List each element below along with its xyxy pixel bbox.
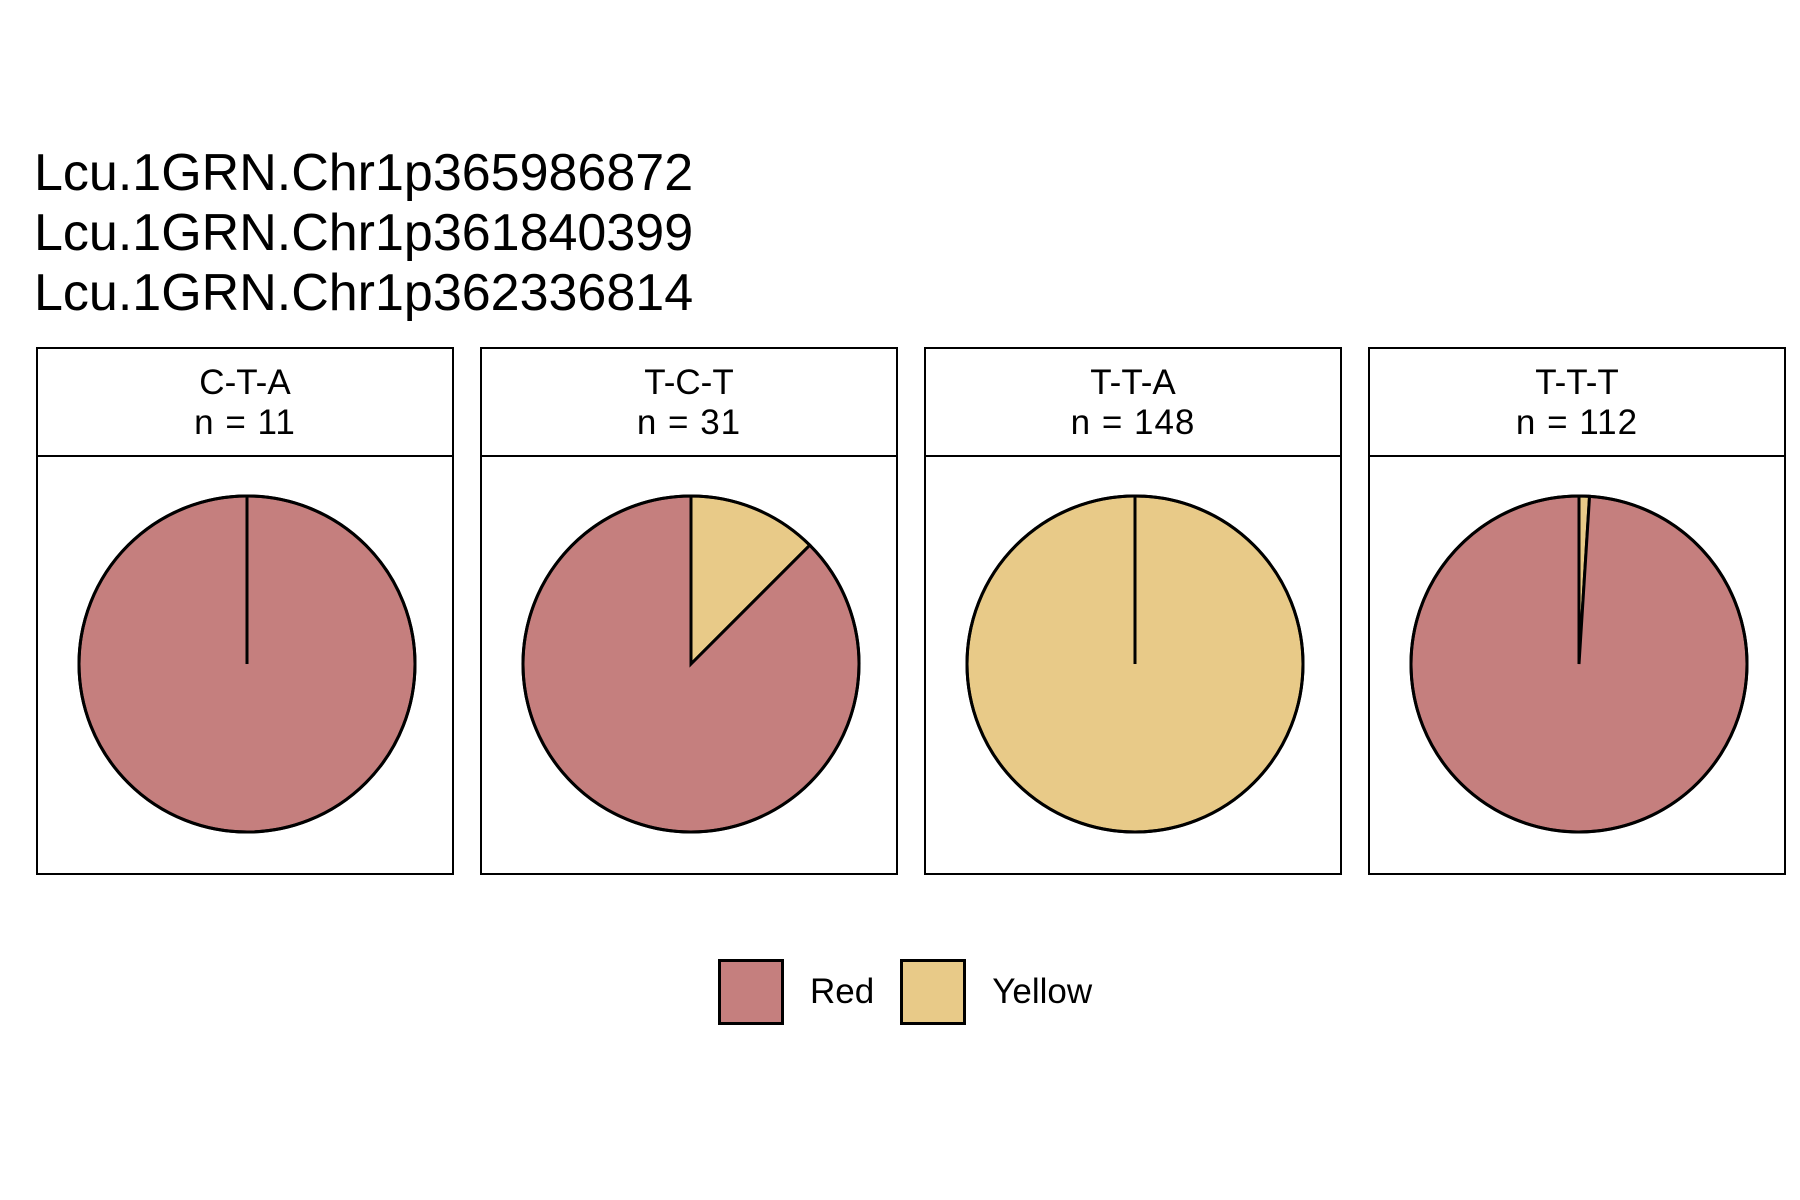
- facet-count: n = 112: [1515, 403, 1639, 442]
- facet-count: n = 11: [194, 403, 296, 442]
- pie-panel-c-t-a: [36, 455, 454, 875]
- chart-title: Lcu.1GRN.Chr1p365986872 Lcu.1GRN.Chr1p36…: [34, 143, 693, 323]
- facet-count: n = 31: [636, 403, 742, 442]
- legend: Red Yellow: [718, 957, 1118, 1027]
- legend-item-red: Red: [718, 959, 874, 1025]
- facet-strip-t-c-t: T-C-T n = 31: [480, 347, 898, 457]
- legend-label-yellow: Yellow: [992, 972, 1093, 1011]
- facet-label: T-C-T: [644, 363, 734, 402]
- pie-chart: [965, 494, 1305, 834]
- title-line-2: Lcu.1GRN.Chr1p361840399: [34, 204, 694, 262]
- facet-strip-c-t-a: C-T-A n = 11: [36, 347, 454, 457]
- pie-panel-t-t-t: [1368, 455, 1786, 875]
- pie-chart: [521, 494, 861, 834]
- facet-label: T-T-A: [1090, 363, 1176, 402]
- pie-outline: [965, 494, 1305, 834]
- pie-outline: [1409, 494, 1749, 834]
- facet-count: n = 148: [1070, 403, 1196, 442]
- legend-key-red: [718, 959, 784, 1025]
- legend-item-yellow: Yellow: [900, 959, 1092, 1025]
- title-line-3: Lcu.1GRN.Chr1p362336814: [34, 264, 694, 322]
- facet-label: T-T-T: [1535, 363, 1619, 402]
- facet-label: C-T-A: [199, 363, 291, 402]
- facet-strip-t-t-a: T-T-A n = 148: [924, 347, 1342, 457]
- pie-chart: [1409, 494, 1749, 834]
- pie-panel-t-c-t: [480, 455, 898, 875]
- legend-label-red: Red: [810, 972, 875, 1011]
- pie-outline: [77, 494, 417, 834]
- pie-panel-t-t-a: [924, 455, 1342, 875]
- pie-chart: [77, 494, 417, 834]
- title-line-1: Lcu.1GRN.Chr1p365986872: [34, 144, 694, 202]
- legend-key-yellow: [900, 959, 967, 1025]
- facet-strip-t-t-t: T-T-T n = 112: [1368, 347, 1786, 457]
- pie-outline: [521, 494, 861, 834]
